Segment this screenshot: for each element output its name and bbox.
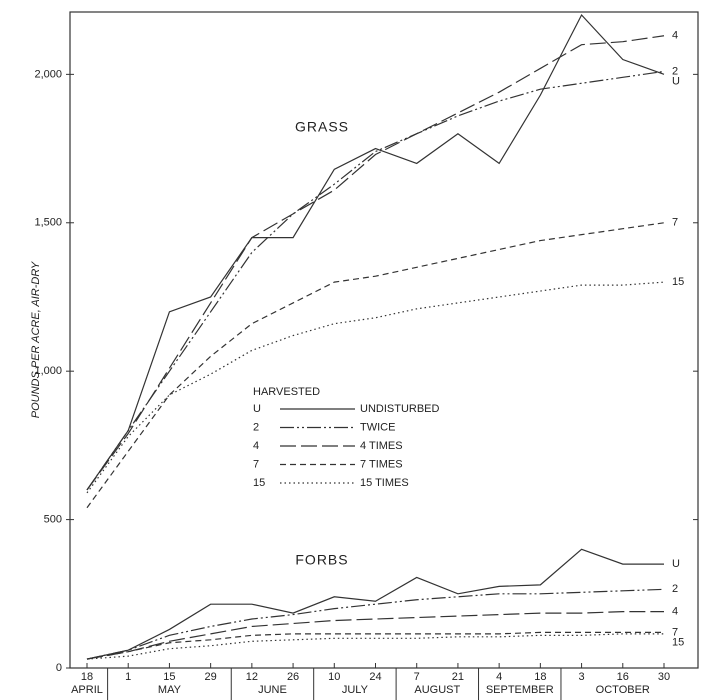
legend-code: 2 [253,421,259,433]
group-label: FORBS [295,552,348,568]
series-line [86,70,665,491]
series-line [86,222,665,509]
series-line [86,13,665,491]
legend-name: 4 TIMES [360,440,403,452]
series-line [86,611,664,660]
month-label: JUNE [258,684,287,696]
x-tick-label: 7 [414,671,420,683]
x-tick-label: 29 [205,671,217,683]
y-tick-label: 500 [44,513,62,525]
x-tick-label: 3 [579,671,585,683]
end-label: 2 [672,65,678,77]
month-label: SEPTEMBER [486,684,554,696]
end-label: 15 [672,636,684,648]
x-tick-label: 26 [287,671,299,683]
legend-code: 15 [253,477,265,489]
end-label: U [672,75,680,87]
series-line [86,35,665,491]
plot-frame [69,11,699,669]
legend-code: U [253,403,261,415]
end-label: 2 [672,583,678,595]
group-label: GRASS [295,119,349,135]
x-tick-label: 24 [369,671,381,683]
month-label: AUGUST [414,684,460,696]
legend-title: HARVESTED [253,386,320,398]
x-tick-label: 16 [617,671,629,683]
month-label: APRIL [71,684,103,696]
x-tick-label: 30 [658,671,670,683]
x-tick-label: 4 [496,671,502,683]
y-tick-label: 1,500 [34,217,62,229]
legend-name: TWICE [360,421,395,433]
end-label: 4 [672,30,678,42]
series-line [86,548,664,660]
x-tick-label: 10 [328,671,340,683]
y-axis-label: POUNDS PER ACRE, AIR-DRY [30,261,42,418]
legend-code: 7 [253,458,259,470]
y-tick-label: 0 [56,662,62,674]
end-label: 7 [672,626,678,638]
month-label: OCTOBER [596,684,650,696]
x-tick-label: 18 [81,671,93,683]
legend-name: 7 TIMES [360,458,403,470]
x-tick-label: 12 [246,671,258,683]
legend-name: 15 TIMES [360,477,409,489]
end-label: 15 [672,276,684,288]
series-line [86,633,664,660]
x-tick-label: 15 [163,671,175,683]
legend-name: UNDISTURBED [360,403,440,415]
y-tick-label: 1,000 [34,365,62,377]
y-tick-label: 2,000 [34,68,62,80]
x-tick-label: 21 [452,671,464,683]
end-label: 7 [672,217,678,229]
end-label: 4 [672,606,678,618]
x-tick-label: 1 [125,671,131,683]
x-tick-label: 18 [534,671,546,683]
month-label: JULY [342,684,369,696]
series-line [86,281,665,494]
end-label: U [672,558,680,570]
series-line [86,588,665,660]
legend-code: 4 [253,440,259,452]
month-label: MAY [158,684,182,696]
series-line [86,631,664,660]
